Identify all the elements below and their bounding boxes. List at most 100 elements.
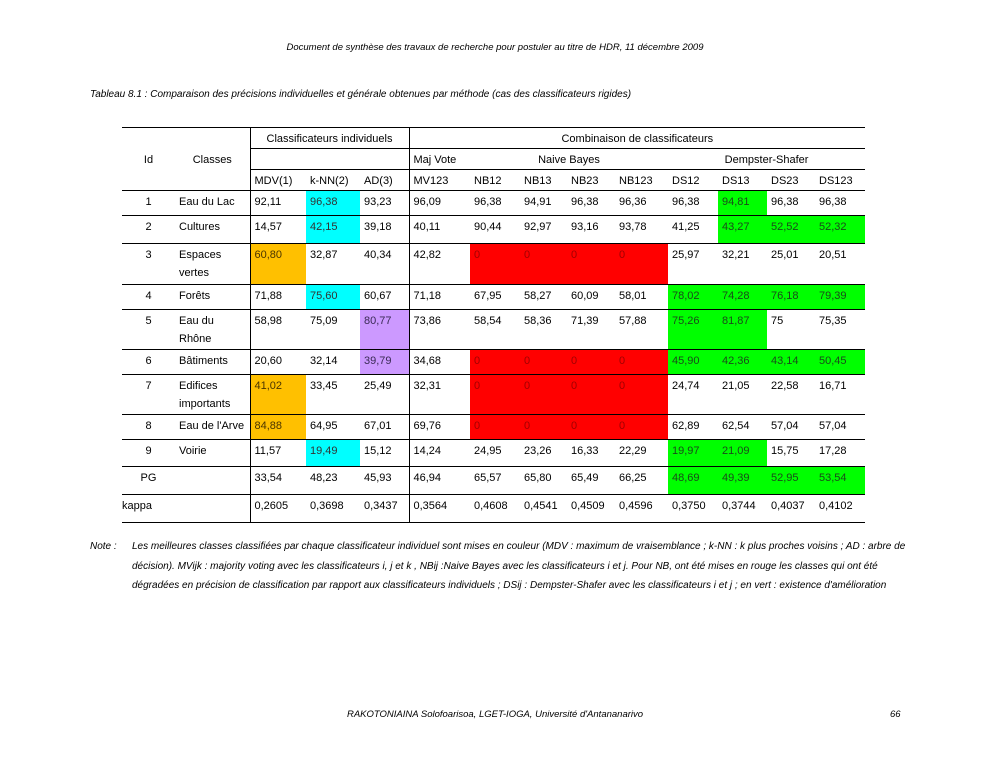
- cell-nb12: 0: [470, 374, 520, 415]
- cell-nb13: 58,36: [520, 309, 567, 350]
- row-id: 8: [122, 414, 175, 440]
- column-header: MV123: [408, 169, 470, 191]
- row-id: 3: [122, 243, 175, 285]
- cell-nb12: 0: [470, 243, 520, 285]
- cell-ds123: 79,39: [815, 284, 866, 310]
- cell-mv123: 96,09: [408, 190, 470, 216]
- cell-mv123: 69,76: [408, 414, 470, 440]
- cell-ad3: 60,67: [360, 284, 409, 310]
- cell-nb12: 0: [470, 349, 520, 375]
- cell-ds12: 25,97: [668, 243, 718, 285]
- cell-mv123: 34,68: [408, 349, 470, 375]
- cell-ad3: 25,49: [360, 374, 409, 415]
- cell-nb13: 0: [520, 243, 567, 285]
- row-class: Eau du Lac: [175, 190, 250, 216]
- column-header: NB13: [520, 169, 567, 191]
- table-row: kappa 0,2605 0,3698 0,3437 0,3564 0,4608 0,454…: [122, 494, 866, 523]
- note-text: Les meilleures classes classifiées par c…: [132, 541, 906, 591]
- cell-nb23: 60,09: [567, 284, 615, 310]
- cell-ds123: 96,38: [815, 190, 866, 216]
- cell-nb13: 65,80: [520, 466, 567, 495]
- cell-ds12: 78,02: [668, 284, 718, 310]
- column-header: AD(3): [360, 169, 409, 191]
- cell-ds12: 75,26: [668, 309, 718, 350]
- cell-ds23: 96,38: [767, 190, 815, 216]
- row-id: kappa: [122, 494, 175, 523]
- cell-nb23: 0: [567, 414, 615, 440]
- cell-ds123: 20,51: [815, 243, 866, 285]
- cell-k-nn2: 42,15: [306, 215, 360, 244]
- sub-dempster: Dempster-Shafer: [668, 148, 866, 170]
- cell-ds12: 96,38: [668, 190, 718, 216]
- cell-mdv1: 41,02: [249, 374, 306, 415]
- cell-ds13: 21,05: [718, 374, 767, 415]
- table-row: 5 Eau du Rhône 58,98 75,09 80,77 73,86 58,54 58…: [122, 309, 866, 350]
- cell-ds13: 74,28: [718, 284, 767, 310]
- cell-ds13: 32,21: [718, 243, 767, 285]
- cell-ds13: 0,3744: [718, 494, 767, 523]
- row-id: 2: [122, 215, 175, 244]
- group-individual: Classificateurs individuels: [249, 127, 409, 149]
- cell-nb12: 65,57: [470, 466, 520, 495]
- cell-ad3: 15,12: [360, 439, 409, 467]
- cell-ds13: 94,81: [718, 190, 767, 216]
- cell-ds12: 0,3750: [668, 494, 718, 523]
- header-id: Id: [122, 127, 175, 191]
- cell-ds23: 52,52: [767, 215, 815, 244]
- cell-mdv1: 0,2605: [249, 494, 306, 523]
- cell-mv123: 73,86: [408, 309, 470, 350]
- cell-ds23: 76,18: [767, 284, 815, 310]
- row-id: PG: [122, 466, 175, 495]
- table-caption: Tableau 8.1 : Comparaison des précisions…: [90, 89, 632, 100]
- cell-nb23: 0: [567, 349, 615, 375]
- row-class: Eau du Rhône: [175, 309, 250, 350]
- cell-nb123: 22,29: [615, 439, 668, 467]
- cell-ad3: 67,01: [360, 414, 409, 440]
- cell-ds23: 15,75: [767, 439, 815, 467]
- cell-k-nn2: 48,23: [306, 466, 360, 495]
- cell-ds23: 25,01: [767, 243, 815, 285]
- cell-ad3: 40,34: [360, 243, 409, 285]
- cell-nb12: 90,44: [470, 215, 520, 244]
- sub-majvote: Maj Vote: [408, 148, 470, 170]
- cell-ad3: 93,23: [360, 190, 409, 216]
- comparison-table: Id Classes Classificateurs individuels C…: [122, 127, 866, 523]
- cell-ds13: 62,54: [718, 414, 767, 440]
- cell-mv123: 40,11: [408, 215, 470, 244]
- cell-ad3: 0,3437: [360, 494, 409, 523]
- cell-ds13: 43,27: [718, 215, 767, 244]
- cell-ad3: 80,77: [360, 309, 409, 350]
- cell-mv123: 46,94: [408, 466, 470, 495]
- cell-nb23: 0,4509: [567, 494, 615, 523]
- row-id: 6: [122, 349, 175, 375]
- cell-mdv1: 11,57: [249, 439, 306, 467]
- note-label: Note :: [90, 541, 117, 552]
- cell-mdv1: 92,11: [249, 190, 306, 216]
- cell-mv123: 0,3564: [408, 494, 470, 523]
- cell-mdv1: 84,88: [249, 414, 306, 440]
- cell-ds123: 75,35: [815, 309, 866, 350]
- cell-nb13: 0: [520, 349, 567, 375]
- cell-ds13: 49,39: [718, 466, 767, 495]
- table-row: 3 Espaces vertes 60,80 32,87 40,34 42,82 0 0 0 0 2…: [122, 243, 866, 285]
- cell-ad3: 39,79: [360, 349, 409, 375]
- cell-nb123: 0: [615, 414, 668, 440]
- row-class: Bâtiments: [175, 349, 250, 375]
- cell-nb123: 93,78: [615, 215, 668, 244]
- cell-ds123: 16,71: [815, 374, 866, 415]
- cell-ds123: 52,32: [815, 215, 866, 244]
- cell-nb12: 96,38: [470, 190, 520, 216]
- column-header: DS23: [767, 169, 815, 191]
- cell-mv123: 71,18: [408, 284, 470, 310]
- cell-k-nn2: 75,60: [306, 284, 360, 310]
- table-row: 1 Eau du Lac 92,11 96,38 93,23 96,09 96,38 94,9…: [122, 190, 866, 216]
- table-row: 2 Cultures 14,57 42,15 39,18 40,11 90,44 92,97 9…: [122, 215, 866, 244]
- cell-k-nn2: 32,14: [306, 349, 360, 375]
- cell-nb123: 57,88: [615, 309, 668, 350]
- cell-nb123: 0: [615, 349, 668, 375]
- cell-nb23: 0: [567, 374, 615, 415]
- group-individual-blank: [249, 148, 409, 170]
- cell-nb12: 67,95: [470, 284, 520, 310]
- cell-mdv1: 58,98: [249, 309, 306, 350]
- cell-nb13: 58,27: [520, 284, 567, 310]
